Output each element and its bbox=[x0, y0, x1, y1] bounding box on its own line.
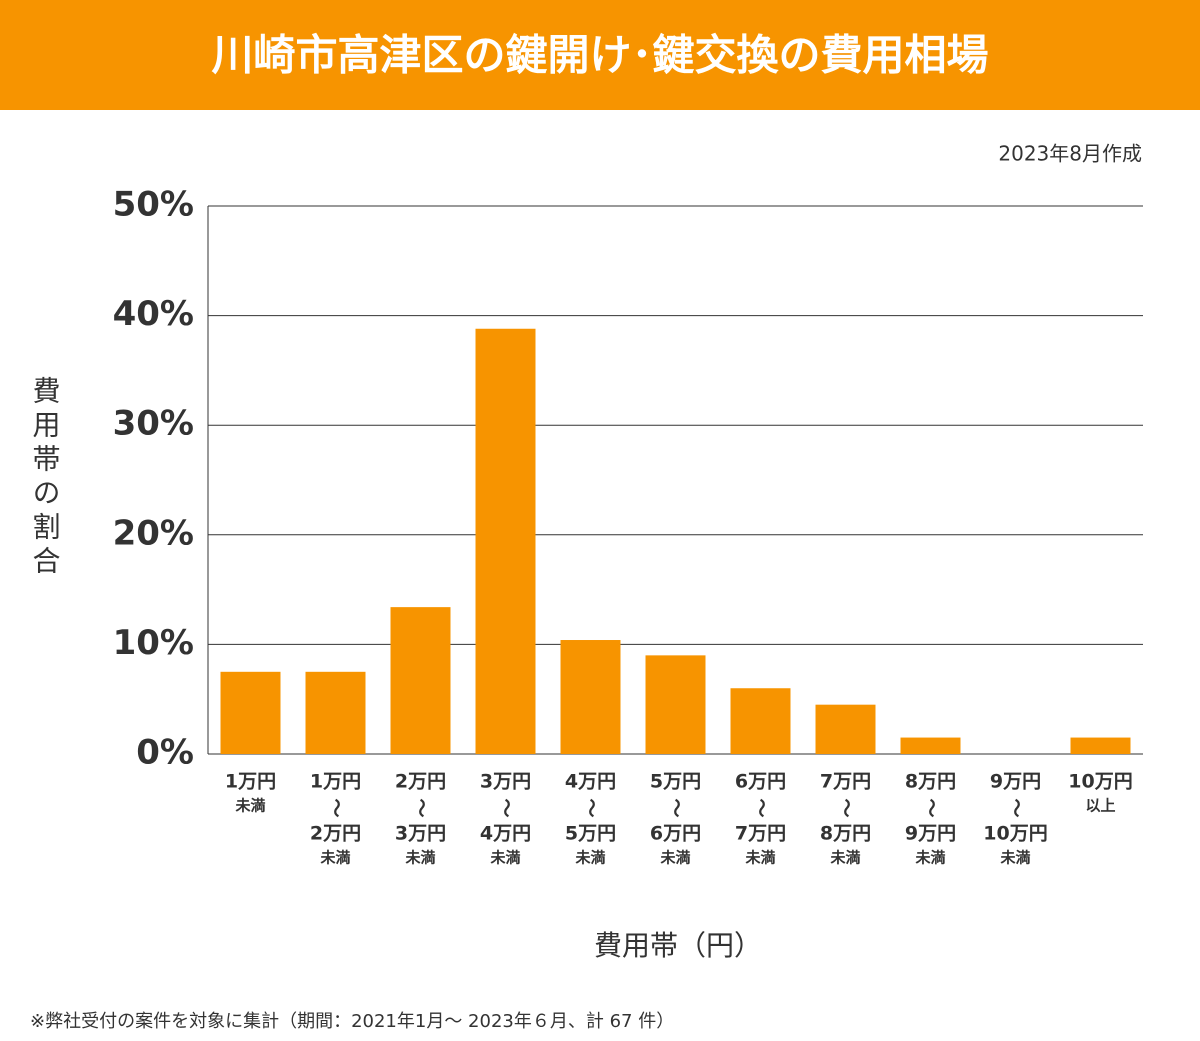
y-tick-label: 50% bbox=[113, 185, 194, 225]
x-tick-label: 未満 bbox=[744, 849, 775, 867]
bar bbox=[730, 688, 791, 754]
x-tick-label: 3万円 bbox=[480, 771, 531, 793]
x-tick-label: 10万円 bbox=[1068, 771, 1132, 793]
x-tick-label: 9万円 bbox=[905, 823, 956, 845]
bar bbox=[475, 328, 536, 754]
header-band bbox=[0, 0, 1200, 110]
x-axis-label: 費用帯（円） bbox=[594, 929, 762, 962]
x-tick-label: 5万円 bbox=[650, 771, 701, 793]
footnote: ※弊社受付の案件を対象に集計（期間：2021年1月～ 2023年６月、計 67 … bbox=[30, 1011, 674, 1032]
bar bbox=[645, 655, 706, 754]
y-tick-label: 20% bbox=[113, 513, 194, 553]
x-tick-label: 〜 bbox=[495, 798, 517, 817]
x-tick-label: 6万円 bbox=[735, 771, 786, 793]
x-tick-label: 〜 bbox=[750, 798, 772, 817]
x-tick-label: 3万円 bbox=[395, 823, 446, 845]
bar bbox=[390, 607, 451, 754]
x-tick-label: 8万円 bbox=[905, 771, 956, 793]
x-tick-label: 4万円 bbox=[565, 771, 616, 793]
x-tick-label: 5万円 bbox=[565, 823, 616, 845]
y-axis-label: 費用帯の割合 bbox=[29, 376, 62, 580]
x-tick-label: 2万円 bbox=[310, 823, 361, 845]
x-tick-label: 未満 bbox=[319, 849, 350, 867]
x-tick-label: 未満 bbox=[489, 849, 520, 867]
y-tick-label: 10% bbox=[113, 623, 194, 663]
chart-title: 川崎市高津区の鍵開け･鍵交換の費用相場 bbox=[211, 31, 988, 80]
x-tick-label: 未満 bbox=[574, 849, 605, 867]
x-tick-label: 〜 bbox=[665, 798, 687, 817]
x-tick-label: 未満 bbox=[999, 849, 1030, 867]
x-tick-label: 10万円 bbox=[983, 823, 1047, 845]
x-tick-label: 未満 bbox=[234, 797, 265, 815]
x-tick-label: 〜 bbox=[325, 798, 347, 817]
x-tick-label: 6万円 bbox=[650, 823, 701, 845]
bar bbox=[1070, 737, 1131, 754]
x-tick-label: 以上 bbox=[1085, 797, 1115, 815]
x-tick-label: 未満 bbox=[914, 849, 945, 867]
bar bbox=[305, 671, 366, 754]
x-tick-label: 1万円 bbox=[225, 771, 276, 793]
x-tick-label: 8万円 bbox=[820, 823, 871, 845]
x-tick-label: 2万円 bbox=[395, 771, 446, 793]
x-tick-label: 〜 bbox=[580, 798, 602, 817]
bar bbox=[560, 640, 621, 754]
x-tick-label: 7万円 bbox=[735, 823, 786, 845]
x-tick-label: 4万円 bbox=[480, 823, 531, 845]
x-tick-label: 9万円 bbox=[990, 771, 1041, 793]
y-tick-label: 40% bbox=[113, 294, 194, 334]
x-tick-label: 未満 bbox=[829, 849, 860, 867]
chart-subtitle: 2023年8月作成 bbox=[998, 142, 1142, 166]
x-tick-label: 1万円 bbox=[310, 771, 361, 793]
x-tick-label: 未満 bbox=[404, 849, 435, 867]
x-tick-label: 〜 bbox=[920, 798, 942, 817]
x-tick-label: 〜 bbox=[1005, 798, 1027, 817]
bar bbox=[900, 737, 961, 754]
y-tick-label: 30% bbox=[113, 404, 194, 444]
x-tick-label: 〜 bbox=[410, 798, 432, 817]
x-tick-label: 未満 bbox=[659, 849, 690, 867]
x-tick-label: 7万円 bbox=[820, 771, 871, 793]
bar bbox=[220, 671, 281, 754]
x-tick-label: 〜 bbox=[835, 798, 857, 817]
y-tick-label: 0% bbox=[136, 733, 194, 773]
bar bbox=[815, 704, 876, 754]
